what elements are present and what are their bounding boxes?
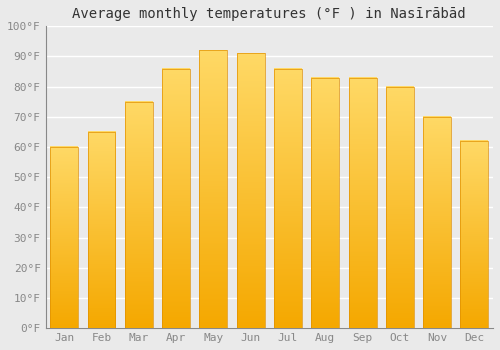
Title: Average monthly temperatures (°F ) in Nasīrābād: Average monthly temperatures (°F ) in Na… bbox=[72, 7, 466, 21]
